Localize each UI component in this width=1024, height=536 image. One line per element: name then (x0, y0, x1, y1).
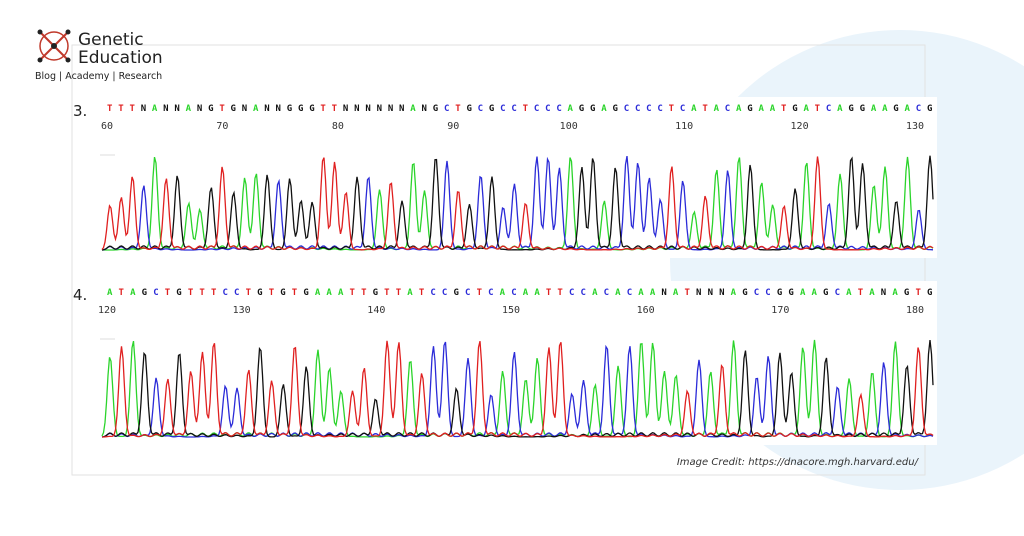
base-position: 160 (637, 305, 655, 316)
panel-label: 4. (73, 286, 87, 304)
base-position: 120 (791, 121, 809, 132)
base-position: 60 (101, 121, 113, 132)
base-position: 170 (771, 305, 789, 316)
frame (71, 44, 926, 476)
image-credit: Image Credit: https://dnacore.mgh.harvar… (677, 457, 920, 468)
base-position: 70 (216, 121, 228, 132)
logo-tagline: Blog | Academy | Research (35, 71, 162, 82)
panel-label: 3. (73, 102, 87, 120)
base-position: 180 (906, 305, 924, 316)
trace (102, 340, 934, 438)
base-position: 140 (367, 305, 385, 316)
trace (101, 156, 934, 251)
base-position: 130 (906, 121, 924, 132)
base-position: 150 (502, 305, 520, 316)
base-position: 100 (560, 121, 578, 132)
base-position: 120 (98, 305, 116, 316)
logo-icon (37, 29, 71, 63)
base-position: 110 (675, 121, 693, 132)
base-position: 80 (332, 121, 344, 132)
trace (101, 155, 934, 251)
base-position: 130 (233, 305, 251, 316)
logo-name: Genetic (78, 30, 144, 50)
base-position: 90 (447, 121, 459, 132)
logo-name: Education (78, 48, 163, 68)
trace (101, 340, 934, 438)
